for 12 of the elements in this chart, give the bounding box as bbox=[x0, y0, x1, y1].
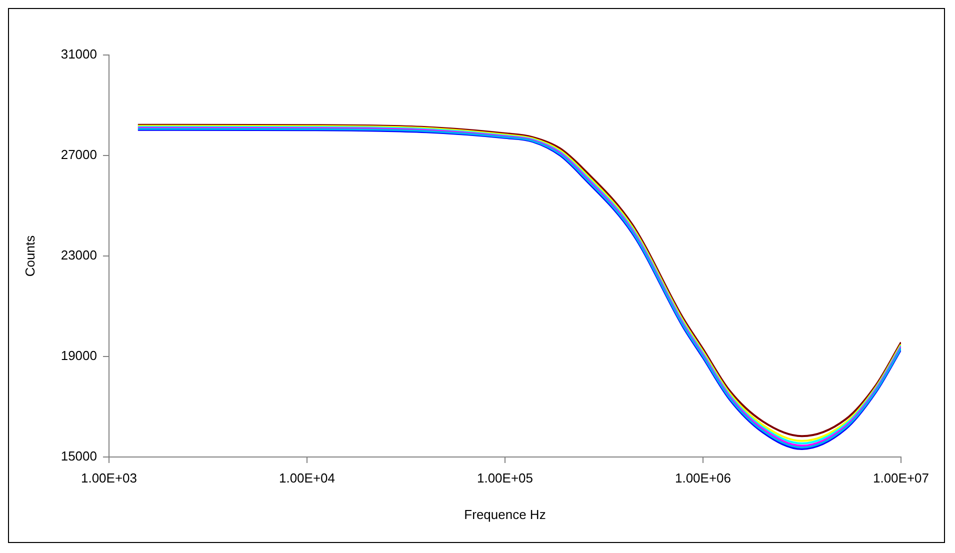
x-tick-label: 1.00E+05 bbox=[476, 470, 534, 486]
y-axis-title: Counts bbox=[22, 234, 38, 277]
y-tick-label: 31000 bbox=[60, 46, 97, 62]
x-tick-label: 1.00E+07 bbox=[872, 470, 930, 486]
y-tick-label: 15000 bbox=[60, 448, 97, 464]
x-tick-label: 1.00E+06 bbox=[674, 470, 732, 486]
x-tick-label: 1.00E+04 bbox=[278, 470, 336, 486]
x-tick-label: 1.00E+03 bbox=[80, 470, 138, 486]
x-axis-title: Frequence Hz bbox=[464, 506, 546, 522]
y-tick-label: 23000 bbox=[60, 248, 97, 263]
y-tick-label: 27000 bbox=[60, 147, 97, 162]
y-tick-label: 19000 bbox=[60, 348, 97, 364]
